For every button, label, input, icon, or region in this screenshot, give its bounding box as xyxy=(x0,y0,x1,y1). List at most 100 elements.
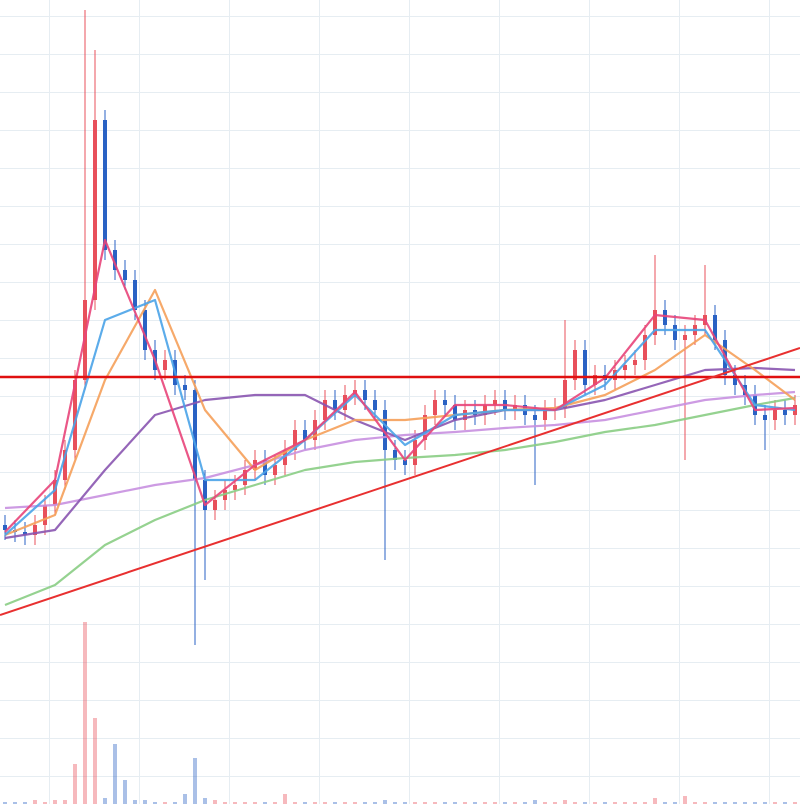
candle-body xyxy=(323,400,327,420)
candle-body xyxy=(493,400,497,405)
volume-bar xyxy=(213,800,217,804)
candle-body xyxy=(763,415,767,420)
candle-body xyxy=(533,415,537,420)
volume-bar xyxy=(603,802,607,804)
candle-body xyxy=(433,400,437,415)
candle-body xyxy=(713,315,717,340)
volume-bar xyxy=(223,802,227,804)
volume-bar xyxy=(643,802,647,804)
moving-average xyxy=(4,390,796,510)
candle-body xyxy=(43,505,47,525)
volume-bar xyxy=(463,802,467,804)
volume-bar xyxy=(23,802,27,804)
candle-body xyxy=(563,380,567,408)
volume-bar xyxy=(243,802,247,804)
volume-bar xyxy=(403,802,407,804)
candle-body xyxy=(423,415,427,440)
volume-bar xyxy=(453,802,457,804)
volume-bar xyxy=(3,802,7,804)
volume-bar xyxy=(503,802,507,804)
moving-average xyxy=(4,298,796,536)
volume-bar xyxy=(293,802,297,804)
volume-bar xyxy=(83,622,87,804)
volume-bar xyxy=(563,800,567,804)
volume-bar xyxy=(253,802,257,804)
candle-body xyxy=(733,375,737,385)
candle-body xyxy=(273,465,277,475)
volume-bar xyxy=(423,802,427,804)
volume-bar xyxy=(533,800,537,804)
volume-bar xyxy=(723,802,727,804)
volume-bar xyxy=(783,802,787,804)
volume-bar xyxy=(543,802,547,804)
candle-body xyxy=(363,390,367,400)
volume-bar xyxy=(633,802,637,804)
moving-average xyxy=(4,366,796,540)
candle-body xyxy=(633,360,637,365)
candle-body xyxy=(183,385,187,390)
candle-body xyxy=(53,480,57,505)
volume-bar xyxy=(123,780,127,804)
candle-body xyxy=(283,450,287,465)
candle-body xyxy=(453,405,457,420)
volume-bar xyxy=(283,794,287,804)
volume-bar xyxy=(93,718,97,804)
volume-bar xyxy=(53,800,57,804)
candle-body xyxy=(193,390,197,480)
volume-bar xyxy=(523,802,527,804)
volume-bar xyxy=(443,802,447,804)
candle-body xyxy=(653,310,657,335)
volume-bar xyxy=(73,764,77,804)
candle-body xyxy=(203,480,207,510)
volume-bar xyxy=(163,802,167,804)
candle-body xyxy=(483,405,487,415)
trendline xyxy=(0,347,800,616)
volume-bar xyxy=(773,802,777,804)
moving-average xyxy=(4,238,796,533)
volume-bar xyxy=(553,802,557,804)
volume-bar xyxy=(393,802,397,804)
volume-bar xyxy=(153,802,157,804)
volume-bar xyxy=(673,802,677,804)
candle-body xyxy=(623,365,627,370)
candle-body xyxy=(383,410,387,450)
volume-bar xyxy=(113,744,117,804)
volume-bar xyxy=(573,802,577,804)
volume-bar xyxy=(653,798,657,804)
candle-body xyxy=(263,460,267,475)
candle-body xyxy=(643,335,647,360)
candle-body xyxy=(93,120,97,300)
volume-bar xyxy=(173,802,177,804)
candle-body xyxy=(213,500,217,510)
volume-bar xyxy=(793,802,797,804)
candle-body xyxy=(663,310,667,325)
candle-body xyxy=(103,120,107,250)
volume-bar xyxy=(43,802,47,804)
volume-bar xyxy=(103,798,107,804)
candle-body xyxy=(373,400,377,410)
volume-bar xyxy=(513,802,517,804)
candle-body xyxy=(3,525,7,530)
volume-bar xyxy=(473,802,477,804)
volume-bar xyxy=(313,802,317,804)
volume-bar xyxy=(373,802,377,804)
candle-body xyxy=(293,430,297,450)
candle-body xyxy=(23,532,27,535)
candle-body xyxy=(783,410,787,415)
volume-bar xyxy=(733,802,737,804)
moving-average xyxy=(4,396,796,607)
volume-bar xyxy=(663,802,667,804)
candle-body xyxy=(443,400,447,405)
candle-body xyxy=(583,350,587,385)
candle-body xyxy=(113,250,117,270)
candle-body xyxy=(303,430,307,440)
volume-bar xyxy=(303,802,307,804)
volume-bar xyxy=(413,802,417,804)
candle-body xyxy=(33,525,37,535)
volume-bar xyxy=(63,800,67,804)
candle-body xyxy=(73,380,77,450)
candle-body xyxy=(513,405,517,410)
